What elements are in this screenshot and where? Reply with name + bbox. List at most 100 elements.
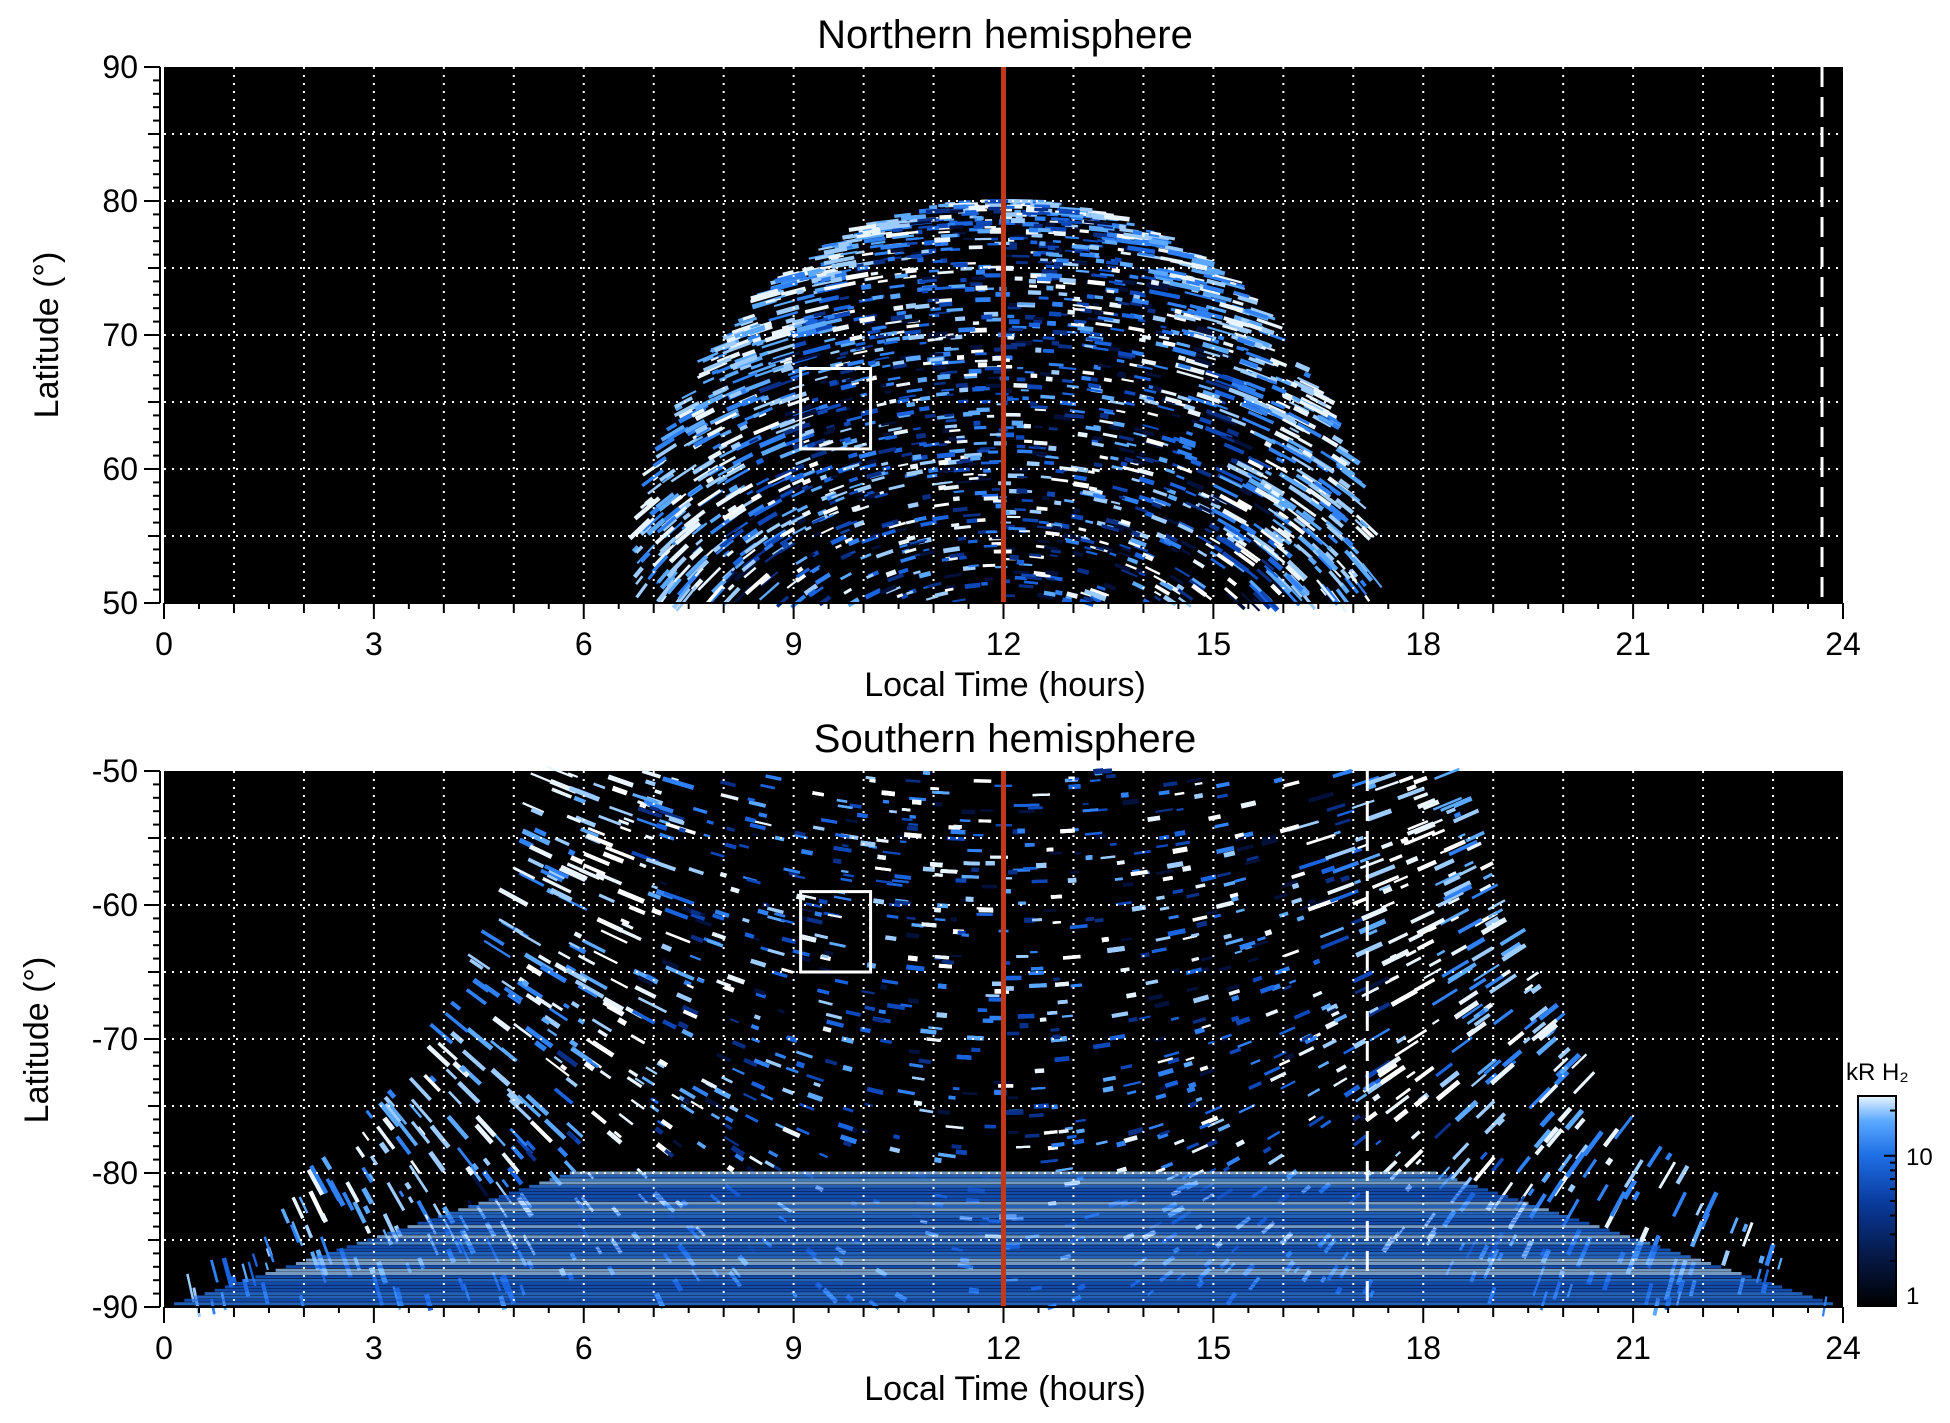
south-emission-streak	[1156, 895, 1165, 901]
north-emission-streak	[1187, 395, 1218, 408]
north-emission-streak	[1321, 435, 1339, 448]
north-emission-streak	[810, 449, 828, 459]
north-emission-streak	[1088, 244, 1100, 251]
south-emission-streak	[1156, 844, 1169, 849]
north-emission-streak	[804, 297, 822, 305]
north-emission-streak	[847, 359, 865, 367]
south-emission-streak	[1283, 780, 1300, 788]
north-emission-streak	[656, 579, 676, 604]
north-emission-streak	[885, 336, 901, 343]
north-emission-streak	[791, 354, 818, 365]
north-emission-streak	[913, 570, 921, 575]
north-emission-streak	[734, 352, 758, 365]
north-emission-streak	[1092, 216, 1107, 221]
north-emission-streak	[1263, 527, 1285, 545]
north-emission-streak	[897, 397, 910, 404]
north-emission-streak	[829, 499, 837, 506]
north-emission-streak	[1318, 488, 1327, 496]
north-emission-streak	[1317, 554, 1334, 571]
north-emission-streak	[1177, 523, 1194, 534]
north-emission-streak	[791, 489, 805, 498]
north-emission-streak	[753, 397, 783, 411]
north-emission-streak	[1119, 543, 1131, 550]
north-emission-streak	[1209, 550, 1218, 557]
south-emission-streak	[1066, 1134, 1077, 1140]
north-x-tick-label: 6	[575, 626, 593, 662]
north-emission-streak	[901, 452, 913, 458]
south-emission-streak	[566, 1121, 584, 1139]
north-emission-streak	[882, 431, 894, 437]
south-emission-streak	[1206, 909, 1218, 915]
north-emission-streak	[1167, 494, 1178, 502]
north-emission-streak	[1167, 267, 1175, 271]
north-emission-streak	[1330, 453, 1348, 467]
north-emission-streak	[1151, 514, 1168, 525]
north-emission-streak	[1185, 490, 1197, 497]
north-emission-streak	[953, 467, 971, 473]
north-emission-streak	[1217, 335, 1225, 341]
north-emission-streak	[736, 420, 749, 428]
south-emission-streak	[1500, 941, 1521, 957]
north-emission-streak	[940, 247, 953, 252]
north-emission-streak	[1247, 455, 1272, 470]
north-emission-streak	[727, 583, 735, 591]
north-emission-streak	[1067, 309, 1075, 315]
north-emission-streak	[892, 226, 903, 233]
north-emission-streak	[1253, 538, 1263, 547]
north-emission-streak	[1191, 257, 1215, 268]
north-emission-streak	[1103, 582, 1117, 591]
north-emission-streak	[1198, 588, 1213, 601]
north-emission-streak	[1095, 258, 1105, 264]
south-emission-streak	[466, 1027, 494, 1051]
south-emission-streak	[1047, 1145, 1059, 1151]
north-emission-streak	[918, 570, 932, 579]
north-emission-streak	[1115, 523, 1133, 531]
north-emission-streak	[905, 541, 920, 548]
north-emission-streak	[1233, 290, 1250, 299]
north-emission-streak	[1120, 461, 1128, 468]
north-y-axis-label: Latitude (°)	[28, 252, 66, 419]
north-emission-streak	[1106, 232, 1118, 238]
north-emission-streak	[741, 349, 756, 358]
north-emission-streak	[839, 351, 849, 357]
north-emission-streak	[1247, 458, 1264, 470]
north-emission-streak	[1133, 426, 1143, 433]
north-emission-streak	[726, 395, 758, 412]
north-emission-streak	[1046, 273, 1062, 279]
north-emission-streak	[970, 455, 981, 461]
north-emission-streak	[1222, 526, 1245, 542]
south-emission-streak	[1443, 880, 1472, 898]
north-emission-streak	[1185, 501, 1203, 512]
south-emission-streak	[777, 1008, 785, 1014]
north-emission-streak	[1264, 470, 1273, 476]
south-emission-streak	[906, 825, 919, 831]
north-emission-streak	[1212, 544, 1224, 554]
north-emission-streak	[924, 413, 936, 419]
north-emission-streak	[880, 242, 911, 250]
north-emission-streak	[1226, 577, 1238, 587]
north-emission-streak	[1097, 316, 1114, 322]
north-emission-streak	[1205, 372, 1219, 379]
north-emission-streak	[1231, 380, 1257, 394]
north-emission-streak	[1292, 405, 1310, 417]
north-emission-streak	[781, 507, 798, 518]
south-emission-streak	[1064, 1126, 1074, 1131]
north-emission-streak	[771, 541, 793, 556]
north-emission-streak	[830, 534, 848, 546]
north-emission-streak	[1275, 456, 1285, 464]
north-emission-streak	[1176, 341, 1191, 349]
north-emission-streak	[831, 259, 857, 269]
north-emission-streak	[753, 421, 780, 436]
north-emission-streak	[811, 516, 826, 525]
north-emission-streak	[850, 378, 863, 384]
north-emission-streak	[885, 320, 902, 325]
north-emission-streak	[1156, 267, 1187, 277]
north-emission-streak	[1245, 381, 1266, 392]
north-emission-streak	[1138, 571, 1146, 577]
south-emission-streak	[1447, 897, 1460, 905]
north-emission-streak	[1302, 510, 1316, 522]
north-emission-streak	[1153, 590, 1162, 597]
north-emission-streak	[843, 420, 852, 427]
north-emission-streak	[1022, 209, 1040, 216]
north-emission-streak	[1130, 530, 1141, 538]
